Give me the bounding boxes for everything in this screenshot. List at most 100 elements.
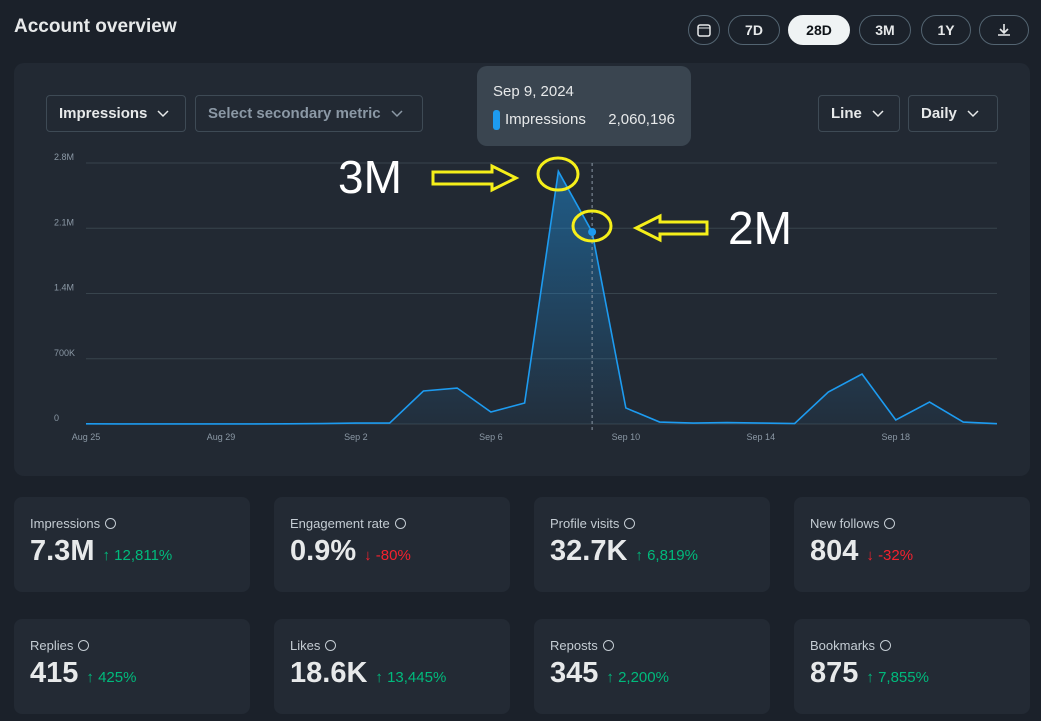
info-icon	[884, 518, 896, 529]
stat-value-row: 345 ↑ 2,200%	[550, 657, 669, 690]
stat-value: 415	[30, 657, 79, 689]
range-button[interactable]: 3M	[859, 15, 911, 45]
stat-change: ↑ 13,445%	[375, 669, 446, 686]
info-icon	[78, 640, 90, 651]
info-icon	[602, 640, 614, 651]
stat-card: Reposts 345 ↑ 2,200%	[534, 619, 770, 714]
change-text: 425%	[98, 669, 137, 686]
stat-card: New follows 804 ↓ -32%	[794, 497, 1030, 592]
stat-label-text: Profile visits	[550, 516, 620, 531]
stat-label: Bookmarks	[810, 638, 892, 653]
info-icon	[394, 518, 406, 529]
change-text: 13,445%	[387, 669, 447, 686]
stat-label-text: Impressions	[30, 516, 101, 531]
stat-value: 32.7K	[550, 535, 628, 567]
area	[86, 171, 997, 424]
x-tick-label: Sep 18	[882, 432, 911, 442]
stat-value-row: 32.7K ↑ 6,819%	[550, 535, 698, 568]
dropdown-label: Line	[831, 105, 862, 122]
stat-label: New follows	[810, 516, 896, 531]
stat-change: ↑ 2,200%	[606, 669, 669, 686]
range-button[interactable]: 28D	[788, 15, 850, 45]
chevron	[391, 109, 403, 117]
change-text: 2,200%	[618, 669, 669, 686]
x-tick-label: Sep 6	[479, 432, 503, 442]
stat-change: ↑ 425%	[86, 669, 136, 686]
stat-label: Impressions	[30, 516, 117, 531]
stat-value: 345	[550, 657, 599, 689]
change-arrow: ↑	[86, 669, 99, 686]
chart: 0 700K 1.4M 2.1M 2.8M Aug 25 Aug 29 Sep 2 Sep 6 S…	[54, 151, 998, 442]
stat-label: Profile visits	[550, 516, 636, 531]
stat-value: 7.3M	[30, 535, 95, 567]
primary-metric-dropdown[interactable]: Impressions	[46, 95, 186, 132]
change-text: -80%	[375, 547, 411, 564]
stat-card: Replies 415 ↑ 425%	[14, 619, 250, 714]
annotation-arrow	[632, 213, 709, 243]
stat-value-row: 18.6K ↑ 13,445%	[290, 657, 446, 690]
stat-label: Engagement rate	[290, 516, 406, 531]
stat-label-text: Engagement rate	[290, 516, 390, 531]
stat-card: Impressions 7.3M ↑ 12,811%	[14, 497, 250, 592]
dropdown-label: Impressions	[59, 105, 148, 122]
change-arrow: ↓	[364, 547, 376, 564]
change-arrow: ↑	[375, 669, 388, 686]
info-icon	[105, 518, 117, 529]
stat-label: Reposts	[550, 638, 614, 653]
info-icon	[325, 640, 337, 651]
y-tick-label: 700K	[54, 348, 75, 358]
interval-dropdown[interactable]: Daily	[908, 95, 998, 132]
stat-change: ↑ 6,819%	[635, 547, 698, 564]
chevron	[872, 109, 884, 117]
calendar-icon	[697, 24, 711, 37]
change-arrow: ↑	[606, 669, 619, 686]
tooltip-metric: Impressions	[505, 111, 586, 128]
x-tick-label: Sep 14	[747, 432, 776, 442]
secondary-metric-dropdown[interactable]: Select secondary metric	[195, 95, 423, 132]
stat-label-text: Reposts	[550, 638, 598, 653]
stat-label-text: Replies	[30, 638, 74, 653]
line	[85, 168, 998, 425]
x-tick-label: Aug 29	[207, 432, 236, 442]
change-text: 12,811%	[114, 547, 173, 564]
stat-value: 875	[810, 657, 859, 689]
annotation: 2M	[728, 202, 792, 254]
y-tick-label: 0	[54, 413, 59, 423]
stat-value: 18.6K	[290, 657, 368, 689]
stat-change: ↑ 12,811%	[102, 547, 172, 564]
change-text: -32%	[878, 547, 914, 564]
annotation: 3M	[338, 151, 402, 203]
dropdown-label: Daily	[921, 105, 957, 122]
change-text: 6,819%	[647, 547, 698, 564]
stat-card: Likes 18.6K ↑ 13,445%	[274, 619, 510, 714]
annotation-arrow	[431, 163, 520, 193]
stat-value-row: 875 ↑ 7,855%	[810, 657, 929, 690]
stat-value-row: 415 ↑ 425%	[30, 657, 136, 690]
chevron	[157, 109, 169, 117]
tooltip: Sep 9, 2024 Impressions 2,060,196	[477, 66, 691, 146]
stat-value-row: 804 ↓ -32%	[810, 535, 913, 568]
stat-label-text: Likes	[290, 638, 321, 653]
annotation-circle	[536, 156, 580, 192]
range-button[interactable]: 1Y	[921, 15, 971, 45]
info-icon	[880, 640, 892, 651]
change-arrow: ↑	[866, 669, 879, 686]
y-tick-label: 2.8M	[54, 152, 74, 162]
tooltip-value: 2,060,196	[608, 111, 675, 128]
change-arrow: ↑	[102, 547, 115, 564]
download-button[interactable]	[979, 15, 1029, 45]
tooltip-date: Sep 9, 2024	[493, 83, 574, 100]
stat-card: Bookmarks 875 ↑ 7,855%	[794, 619, 1030, 714]
calendar-button[interactable]	[688, 15, 720, 45]
y-tick-label: 2.1M	[54, 217, 74, 227]
range-button[interactable]: 7D	[728, 15, 780, 45]
change-arrow: ↓	[866, 547, 879, 564]
y-tick-label: 1.4M	[54, 283, 74, 293]
chart-style-dropdown[interactable]: Line	[818, 95, 900, 132]
stat-label: Replies	[30, 638, 90, 653]
stat-label-text: Bookmarks	[810, 638, 876, 653]
x-tick-label: Sep 2	[344, 432, 368, 442]
annotation-circle	[571, 209, 613, 243]
x-tick-label: Sep 10	[612, 432, 641, 442]
stat-value: 804	[810, 535, 859, 567]
